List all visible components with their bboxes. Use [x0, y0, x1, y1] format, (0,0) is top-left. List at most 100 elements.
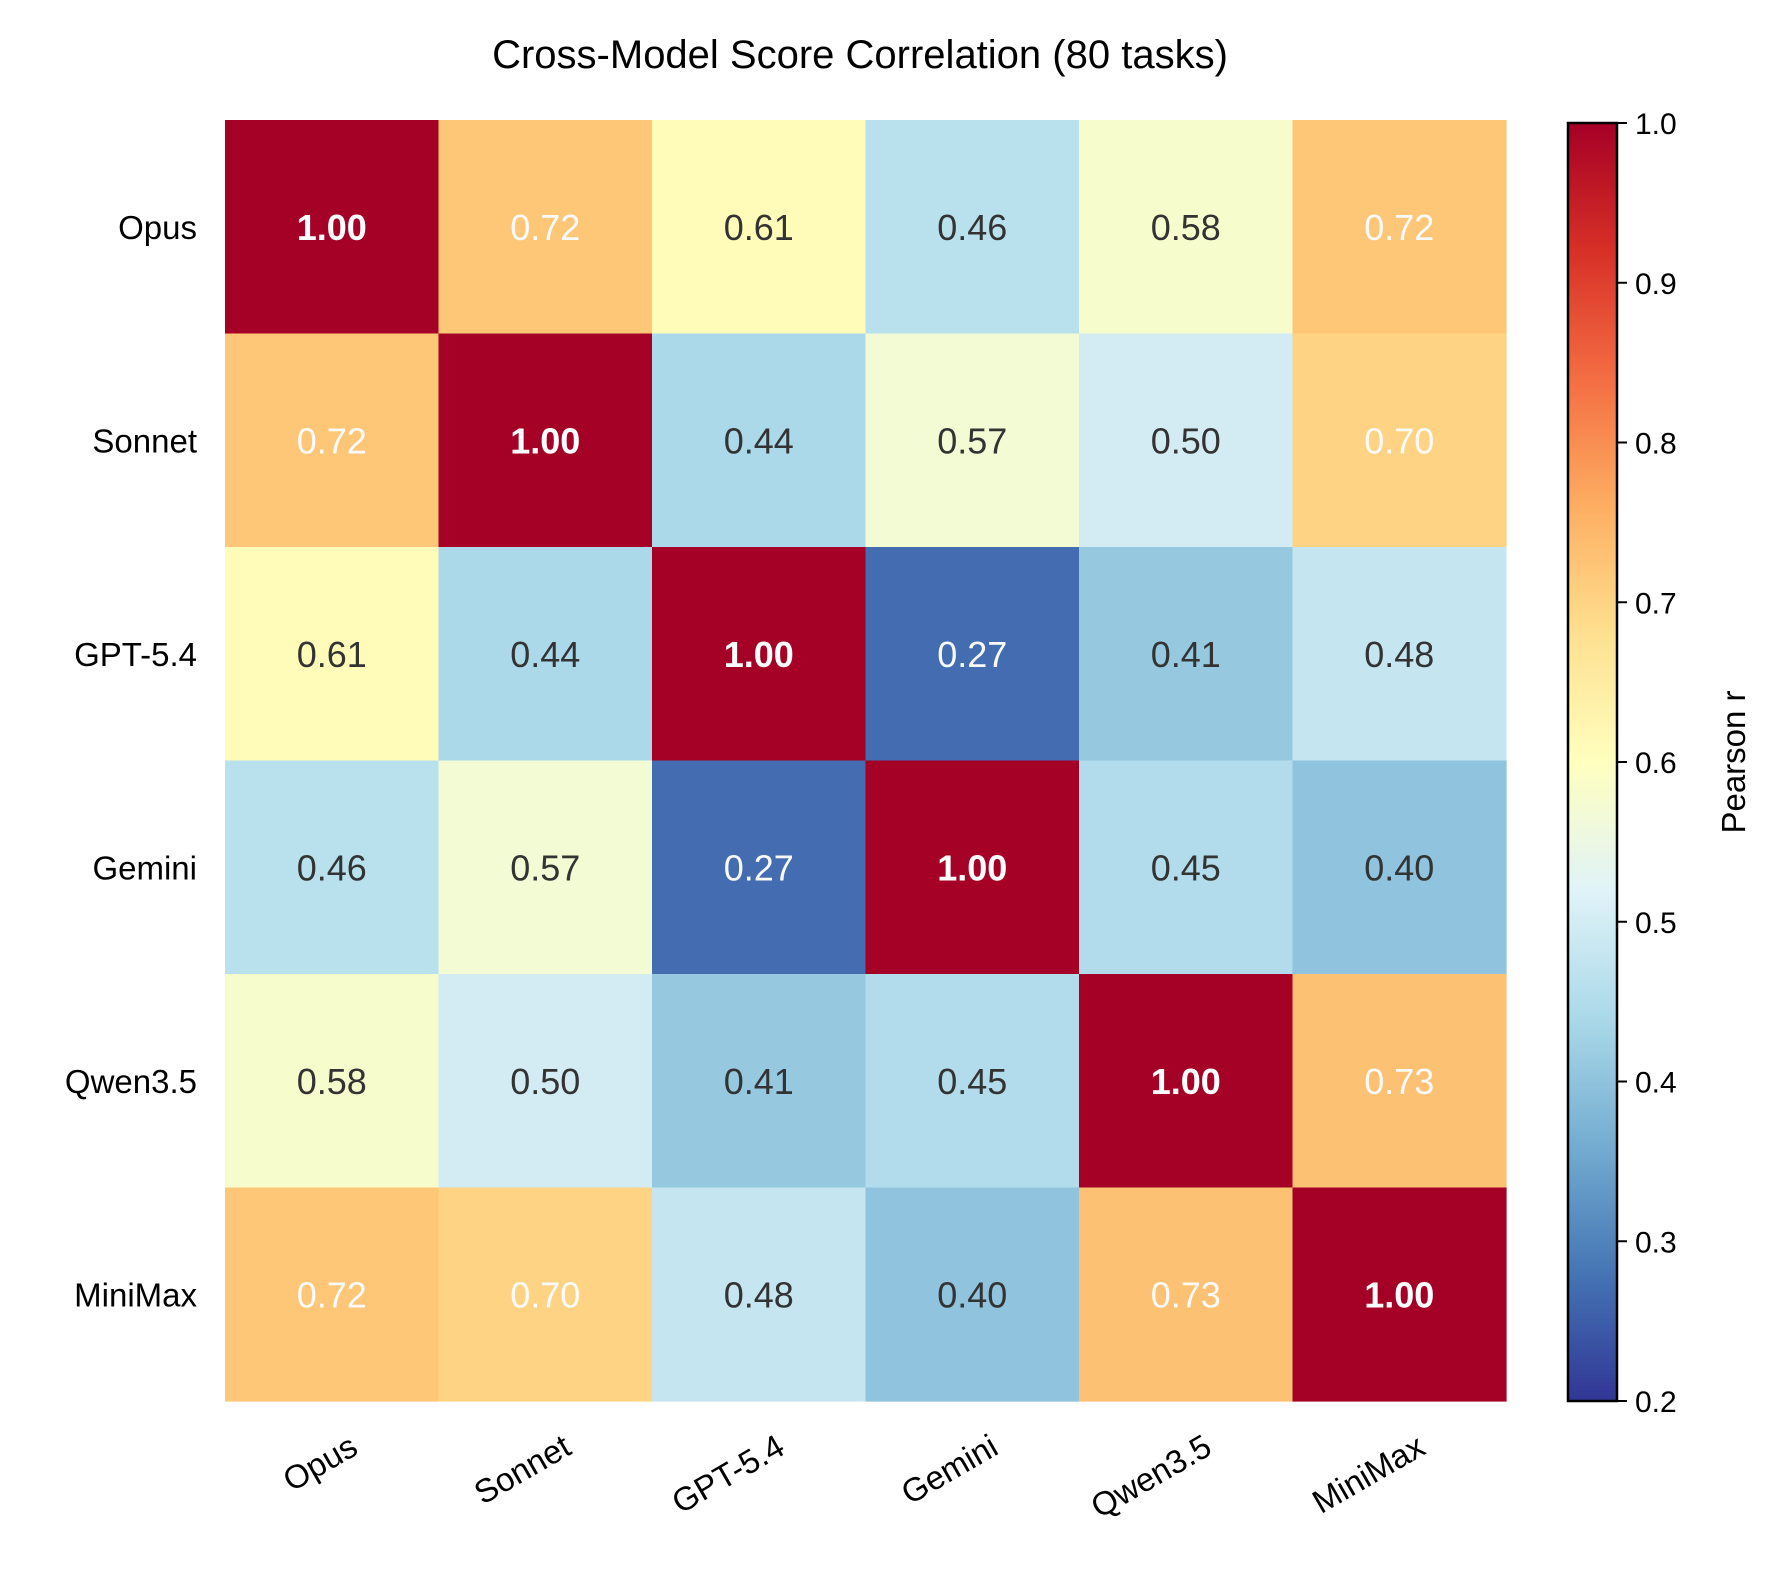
- heatmap-cell: [225, 974, 440, 1189]
- row-label: Gemini: [92, 849, 197, 886]
- colorbar-tick-label: 0.2: [1635, 1386, 1677, 1419]
- cell-value-label: 1.00: [724, 634, 794, 675]
- cell-value-label: 0.44: [724, 420, 794, 461]
- heatmap-cell: [225, 760, 440, 975]
- heatmap-cell: [652, 547, 867, 762]
- heatmap-cell: [652, 120, 867, 335]
- cell-value-label: 1.00: [1364, 1274, 1434, 1315]
- heatmap-cell: [225, 547, 440, 762]
- row-labels: Opus Sonnet GPT-5.4 Gemini Qwen3.5 MiniMax: [65, 209, 198, 1314]
- heatmap-cell: [1292, 1187, 1507, 1402]
- heatmap-cell: [438, 760, 653, 975]
- cell-value-label: 0.72: [1364, 207, 1434, 248]
- cell-value-label: 0.27: [724, 847, 794, 888]
- heatmap-cell: [1292, 120, 1507, 335]
- cell-value-label: 1.00: [510, 420, 580, 461]
- chart-title: Cross-Model Score Correlation (80 tasks): [492, 33, 1228, 77]
- cell-value-label: 0.70: [510, 1274, 580, 1315]
- cell-value-label: 0.58: [297, 1061, 367, 1102]
- column-label: GPT-5.4: [665, 1427, 790, 1520]
- heatmap-cell: [225, 1187, 440, 1402]
- cell-value-label: 0.46: [937, 207, 1007, 248]
- colorbar-gradient: [1566, 121, 1619, 1403]
- cell-value-label: 0.58: [1151, 207, 1221, 248]
- cell-value-label: 0.45: [937, 1061, 1007, 1102]
- cell-value-label: 0.48: [1364, 634, 1434, 675]
- cell-value-label: 0.27: [937, 634, 1007, 675]
- column-label: Gemini: [895, 1427, 1004, 1511]
- column-label: Opus: [276, 1427, 363, 1498]
- row-label: Qwen3.5: [65, 1063, 197, 1100]
- heatmap-cell: [865, 547, 1080, 762]
- heatmap-cell: [438, 974, 653, 1189]
- heatmap-cells: [225, 120, 1507, 1402]
- heatmap-cell: [1079, 547, 1294, 762]
- cell-value-label: 0.45: [1151, 847, 1221, 888]
- cell-value-label: 0.44: [510, 634, 580, 675]
- cell-value-label: 0.57: [937, 420, 1007, 461]
- row-label: MiniMax: [74, 1276, 197, 1313]
- colorbar-tick-label: 0.5: [1635, 907, 1677, 940]
- heatmap-cell: [438, 547, 653, 762]
- colorbar-tick-label: 0.3: [1635, 1226, 1677, 1259]
- column-label: Sonnet: [468, 1427, 577, 1511]
- heatmap-cell: [652, 760, 867, 975]
- heatmap-cell: [438, 1187, 653, 1402]
- cell-value-label: 0.73: [1151, 1274, 1221, 1315]
- row-label: Opus: [118, 209, 197, 246]
- heatmap-cell: [865, 1187, 1080, 1402]
- cell-value-label: 0.50: [510, 1061, 580, 1102]
- heatmap-cell: [1079, 1187, 1294, 1402]
- cell-value-label: 0.72: [510, 207, 580, 248]
- cell-value-label: 0.73: [1364, 1061, 1434, 1102]
- colorbar: 0.2 0.3 0.4 0.5 0.6 0.7 0.8 0.9 1.0 Pearson r: [1566, 108, 1752, 1419]
- heatmap-cell: [438, 120, 653, 335]
- heatmap-cell: [652, 333, 867, 548]
- cell-value-label: 0.40: [937, 1274, 1007, 1315]
- heatmap-cell: [438, 333, 653, 548]
- heatmap-cell: [865, 974, 1080, 1189]
- heatmap-cell: [1079, 120, 1294, 335]
- cell-value-label: 0.72: [297, 420, 367, 461]
- colorbar-tick-label: 0.6: [1635, 747, 1677, 780]
- colorbar-tick-label: 1.0: [1635, 108, 1677, 141]
- cell-value-label: 0.61: [297, 634, 367, 675]
- cell-value-label: 0.61: [724, 207, 794, 248]
- colorbar-label: Pearson r: [1715, 690, 1752, 833]
- heatmap-cell: [1079, 333, 1294, 548]
- heatmap-cell: [1292, 333, 1507, 548]
- column-labels: Opus Sonnet GPT-5.4 Gemini Qwen3.5 MiniMax: [276, 1427, 1431, 1525]
- heatmap-cell-labels: 1.00 0.72 0.61 0.46 0.58 0.72 0.72 1.00 0.44 0.57…: [297, 207, 1435, 1316]
- heatmap-cell: [225, 120, 440, 335]
- heatmap-cell: [1079, 974, 1294, 1189]
- colorbar-tick-label: 0.4: [1635, 1067, 1677, 1100]
- cell-value-label: 0.41: [1151, 634, 1221, 675]
- cell-value-label: 0.72: [297, 1274, 367, 1315]
- cell-value-label: 1.00: [1151, 1061, 1221, 1102]
- heatmap-cell: [1292, 760, 1507, 975]
- cell-value-label: 0.40: [1364, 847, 1434, 888]
- column-label: Qwen3.5: [1084, 1427, 1217, 1525]
- heatmap-cell: [1292, 547, 1507, 762]
- heatmap-cell: [865, 120, 1080, 335]
- cell-value-label: 0.41: [724, 1061, 794, 1102]
- cell-value-label: 0.46: [297, 847, 367, 888]
- cell-value-label: 1.00: [297, 207, 367, 248]
- column-label: MiniMax: [1306, 1427, 1431, 1521]
- cell-value-label: 1.00: [937, 847, 1007, 888]
- heatmap-cell: [652, 974, 867, 1189]
- heatmap-cell: [865, 760, 1080, 975]
- cell-value-label: 0.48: [724, 1274, 794, 1315]
- colorbar-tick-label: 0.8: [1635, 428, 1677, 461]
- colorbar-tick-label: 0.7: [1635, 587, 1677, 620]
- heatmap-cell: [225, 333, 440, 548]
- heatmap-cell: [652, 1187, 867, 1402]
- heatmap-cell: [1292, 974, 1507, 1189]
- heatmap-cell: [865, 333, 1080, 548]
- cell-value-label: 0.50: [1151, 420, 1221, 461]
- cell-value-label: 0.57: [510, 847, 580, 888]
- colorbar-tick-label: 0.9: [1635, 268, 1677, 301]
- heatmap-cell: [1079, 760, 1294, 975]
- row-label: GPT-5.4: [74, 636, 197, 673]
